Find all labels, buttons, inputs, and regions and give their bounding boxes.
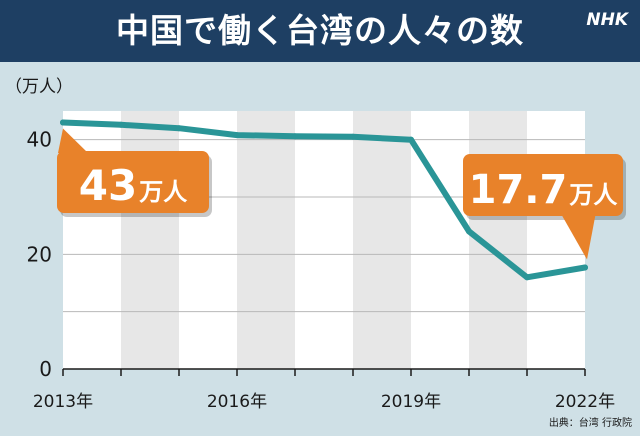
callout-unit: 万人 (139, 178, 187, 206)
callout-pointer (58, 128, 88, 153)
series-line (60, 119, 588, 281)
source-note: 出典：台湾 行政院 (549, 416, 632, 429)
data-point (408, 136, 414, 143)
data-point (466, 228, 472, 235)
year-stripe (353, 111, 411, 369)
nhk-logo: NHK (586, 10, 628, 30)
x-axis-ticks (62, 369, 586, 376)
value-callout: 17.7万人 (463, 154, 626, 260)
data-points (60, 119, 588, 281)
data-point (234, 132, 240, 139)
data-point (292, 133, 298, 140)
value-callout: 43万人 (57, 128, 212, 217)
x-tick-label: 2019年 (381, 392, 441, 412)
data-point (350, 133, 356, 140)
x-axis-labels: 2013年 2016年 2019年 2022年 (33, 392, 615, 412)
callout-label: 17.7万人 (469, 167, 618, 213)
data-point (176, 125, 182, 132)
callout-box (57, 151, 209, 213)
x-tick-label: 2016年 (207, 392, 267, 412)
x-tick-label: 2022年 (555, 392, 615, 412)
data-point (524, 274, 530, 281)
callout-value: 43 (79, 161, 137, 210)
y-axis-label: （万人） (5, 77, 73, 97)
page-title: 中国で働く台湾の人々の数 (116, 11, 524, 50)
title-bar (0, 0, 640, 62)
callout-value: 17.7 (469, 167, 568, 213)
callouts: 43万人 17.7万人 (57, 128, 626, 260)
year-stripe (237, 111, 295, 369)
callout-box (463, 154, 623, 216)
callout-unit: 万人 (569, 181, 617, 209)
y-tick-label: 20 (27, 242, 52, 266)
y-axis-ticks: 0 20 40 (27, 128, 52, 381)
y-tick-label: 0 (39, 357, 52, 381)
year-stripes (121, 111, 527, 369)
year-stripe (121, 111, 179, 369)
callout-label: 43万人 (79, 161, 187, 210)
x-tick-label: 2013年 (33, 392, 93, 412)
data-point (582, 264, 588, 271)
data-point (118, 121, 124, 128)
callout-pointer (560, 212, 596, 260)
y-tick-label: 40 (27, 128, 52, 152)
data-point (60, 119, 66, 126)
